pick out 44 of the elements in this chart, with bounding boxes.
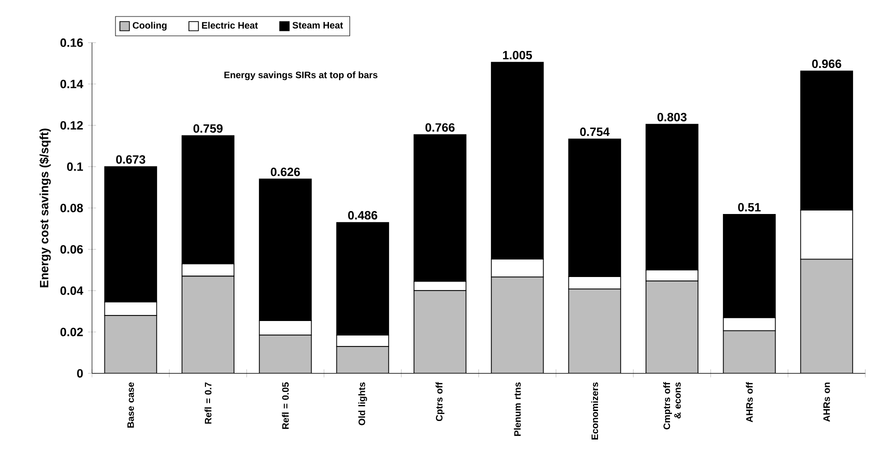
x-tick-label: Economizers	[591, 382, 598, 440]
x-tick-label: Plenum rtns	[514, 382, 521, 436]
annotation: 0.486	[348, 211, 378, 220]
x-tick-label: Refl = 0.7	[204, 382, 212, 424]
annotation: 0.51	[738, 202, 761, 212]
legend-label: Cooling	[132, 22, 167, 31]
y-tick-label: 0.16	[60, 38, 83, 47]
annotation: 0.766	[425, 123, 455, 132]
y-axis-title: Energy cost savings ($/sqft)	[39, 128, 51, 288]
x-tick-label: Old lights	[358, 382, 368, 426]
legend-label: Electric Heat	[202, 22, 258, 29]
x-tick-label: AHRs on	[823, 382, 830, 422]
bar	[414, 290, 466, 374]
bar	[104, 315, 158, 374]
y-tick-label: 0.02	[60, 328, 83, 336]
y-tick-label: 0	[77, 369, 83, 378]
annotation: Energy savings SIRs at top of bars	[224, 71, 378, 80]
bar	[490, 276, 544, 374]
annotation: 0.754	[580, 128, 610, 136]
annotation: 0.966	[812, 60, 842, 68]
y-tick-label: 0.14	[60, 80, 84, 88]
annotation: 0.803	[657, 112, 687, 122]
x-tick-label: AHRs off	[746, 382, 753, 422]
bar	[646, 280, 698, 374]
bar	[568, 288, 622, 374]
bar	[336, 346, 390, 374]
bar	[722, 330, 776, 374]
annotation: 1.005	[503, 50, 532, 60]
y-tick-label: 0.08	[60, 204, 83, 212]
annotation: 0.626	[270, 168, 300, 176]
annotation: 0.759	[193, 124, 223, 133]
legend-label: Steam Heat	[292, 22, 343, 29]
x-tick-label: Cmptrs off & econs	[663, 382, 681, 430]
x-tick-label: Cptrs off	[436, 382, 444, 422]
bar	[800, 258, 854, 374]
y-tick-label: 0.1	[67, 162, 83, 171]
bar	[258, 334, 312, 374]
y-tick-label: 0.06	[60, 245, 83, 254]
y-tick-label: 0.12	[60, 121, 83, 130]
x-tick-label: Refl = 0.05	[282, 382, 289, 429]
x-tick-label: Base case	[127, 382, 134, 428]
annotation: 0.673	[116, 155, 146, 164]
y-tick-label: 0.04	[60, 286, 84, 295]
bar	[182, 276, 234, 374]
